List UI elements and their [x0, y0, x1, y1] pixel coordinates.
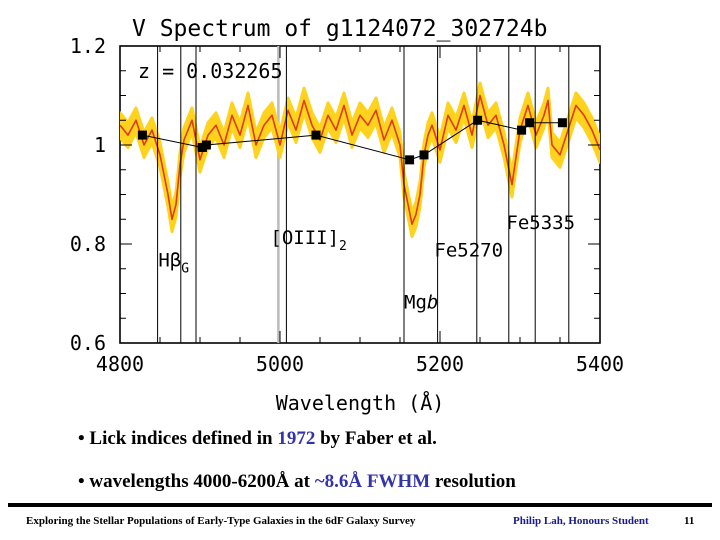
continuum-point-2	[201, 140, 211, 150]
x-tick-label-0: 4800	[96, 352, 144, 376]
y-tick-label-1: 0.8	[70, 232, 106, 256]
bullet-2-resolution: ~8.6Å FWHM	[314, 471, 431, 492]
spectrum-line	[120, 94, 600, 225]
footer-author: Philip Lah, Honours Student	[513, 515, 649, 527]
continuum-point-6	[473, 115, 483, 125]
index-label-0: HβG	[158, 249, 189, 276]
plot-frame	[119, 45, 601, 344]
continuum-point-8	[525, 118, 535, 128]
y-tick-label-2: 1	[94, 133, 106, 157]
x-tick-label-2: 5200	[416, 352, 464, 376]
y-tick-label-0: 0.6	[70, 331, 106, 355]
index-label-3: Fe5270	[434, 239, 503, 261]
page-number: 11	[684, 515, 695, 527]
bullet-1-pre: • Lick indices defined in	[78, 428, 278, 449]
spectrum-plot: 4800 5000 5200 5400 0.6 0.8 1 1.2 HβG [OIII]2 Mgb…	[70, 16, 624, 415]
y-tick-label-3: 1.2	[70, 34, 106, 58]
continuum-point-0	[137, 130, 147, 140]
continuum-point-5	[419, 150, 429, 160]
redshift-annotation: z = 0.032265	[138, 59, 283, 83]
bullet-1-year: 1972	[277, 428, 316, 449]
x-axis-label: Wavelength (Å)	[276, 391, 445, 415]
footer-title: Exploring the Stellar Populations of Ear…	[26, 515, 416, 527]
continuum-point-9	[557, 118, 567, 128]
continuum-point-4	[405, 155, 415, 165]
index-label-1: [OIII]2	[270, 227, 346, 254]
index-label-2: Mgb	[404, 291, 438, 313]
continuum-point-3	[311, 130, 321, 140]
index-label-4: Fe5335	[506, 212, 575, 234]
x-tick-label-1: 5000	[256, 352, 304, 376]
x-tick-label-3: 5400	[576, 352, 624, 376]
spectrum-error-band	[120, 81, 600, 239]
bullet-1-post: by Faber et al.	[315, 428, 437, 449]
chart-title: V Spectrum of g1124072_302724b	[132, 16, 547, 42]
bullet-2-post: resolution	[430, 471, 516, 492]
bullet-2-pre: • wavelengths 4000-6200Å at	[78, 471, 315, 492]
footer-divider	[8, 503, 712, 507]
bullet-lick-indices: • Lick indices defined in 1972 by Faber …	[78, 428, 437, 450]
continuum-point-7	[517, 125, 527, 135]
bullet-wavelengths: • wavelengths 4000-6200Å at ~8.6Å FWHM r…	[78, 471, 516, 493]
